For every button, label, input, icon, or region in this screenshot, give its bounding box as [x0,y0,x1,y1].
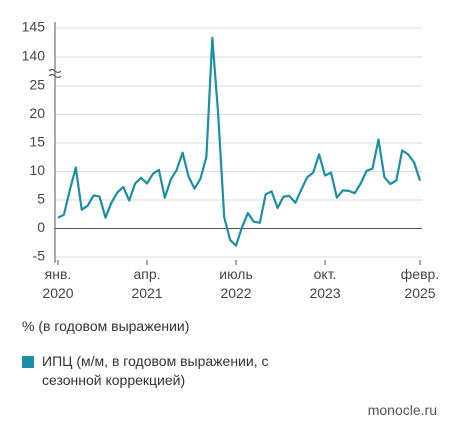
legend-swatch [22,356,34,368]
x-tick-label: янв. 2020 [42,266,73,301]
y-tick-label: 25 [29,77,45,93]
x-tick-label: апр. 2021 [131,266,162,301]
legend-label: ИПЦ (м/м, в годовом выражении, с сезонно… [42,353,269,388]
series-line [57,36,422,247]
y-tick-label: 140 [22,48,46,64]
x-tick-label: июль 2022 [219,266,252,301]
y-tick-label: 0 [37,219,45,235]
y-tick-label: 5 [37,191,45,207]
y-tick-label: 20 [29,105,45,121]
y-tick-label: 15 [29,134,45,150]
x-tick-label: февр. 2025 [401,266,439,301]
x-tick-label: окт. 2023 [309,266,340,301]
y-axis-label: % (в годовом выражении) [22,318,190,334]
y-tick-label: -5 [33,248,46,264]
source: monocle.ru [367,402,437,418]
y-tick-label: 10 [29,162,45,178]
chart: -5 0 5 10 15 20 25 140 145 янв. 2020 апр. 2021 июль 20… [22,19,440,301]
y-tick-label: 145 [22,19,46,35]
